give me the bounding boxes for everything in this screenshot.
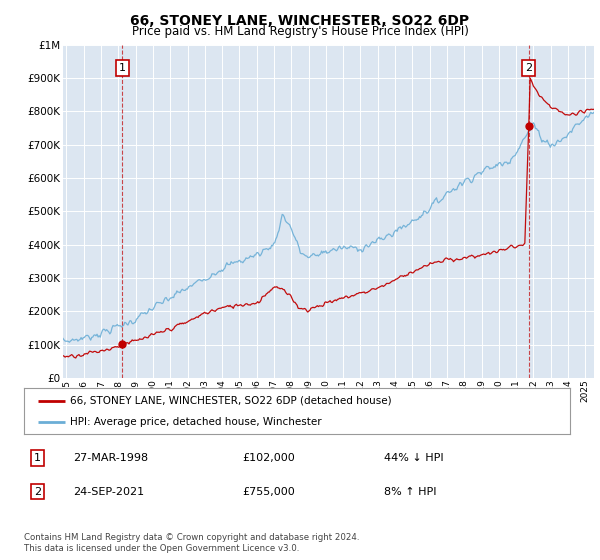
Text: £102,000: £102,000 bbox=[242, 453, 295, 463]
Text: Price paid vs. HM Land Registry's House Price Index (HPI): Price paid vs. HM Land Registry's House … bbox=[131, 25, 469, 38]
Text: HPI: Average price, detached house, Winchester: HPI: Average price, detached house, Winc… bbox=[70, 417, 322, 427]
Text: 1: 1 bbox=[119, 63, 126, 73]
Text: 27-MAR-1998: 27-MAR-1998 bbox=[73, 453, 148, 463]
Text: 66, STONEY LANE, WINCHESTER, SO22 6DP (detached house): 66, STONEY LANE, WINCHESTER, SO22 6DP (d… bbox=[70, 396, 392, 406]
Text: 2: 2 bbox=[525, 63, 532, 73]
Text: 2: 2 bbox=[34, 487, 41, 497]
Text: £755,000: £755,000 bbox=[242, 487, 295, 497]
Text: 24-SEP-2021: 24-SEP-2021 bbox=[73, 487, 144, 497]
Text: 44% ↓ HPI: 44% ↓ HPI bbox=[385, 453, 444, 463]
Text: 1: 1 bbox=[34, 453, 41, 463]
Text: 8% ↑ HPI: 8% ↑ HPI bbox=[385, 487, 437, 497]
Text: Contains HM Land Registry data © Crown copyright and database right 2024.
This d: Contains HM Land Registry data © Crown c… bbox=[24, 533, 359, 553]
Text: 66, STONEY LANE, WINCHESTER, SO22 6DP: 66, STONEY LANE, WINCHESTER, SO22 6DP bbox=[130, 14, 470, 28]
